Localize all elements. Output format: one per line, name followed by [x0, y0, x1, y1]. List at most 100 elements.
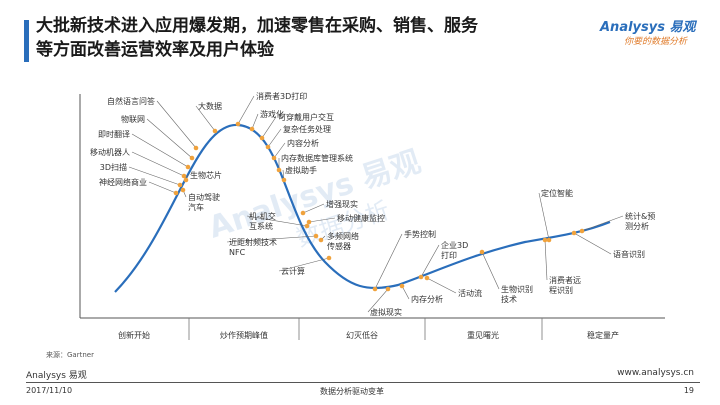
leader-line — [278, 257, 330, 272]
technology-label: 移动机器人 — [90, 147, 130, 157]
technology-label: 游戏化 — [260, 109, 284, 119]
technology-label: 虚拟现实 — [370, 307, 402, 317]
technology-label: 生物识别技术 — [501, 284, 533, 304]
leader-lines — [128, 95, 624, 313]
technology-label: 语音识别 — [613, 249, 645, 259]
technology-label: 机-机交互系统 — [249, 211, 276, 231]
technology-dot — [304, 223, 310, 229]
phase-label-slope: 重见曙光 — [467, 330, 499, 340]
leader-line — [544, 239, 548, 281]
technology-dot — [326, 255, 332, 261]
technology-dot — [385, 286, 391, 292]
phase-label-peak: 炒作预期峰值 — [220, 330, 268, 340]
leader-line — [148, 181, 177, 194]
footer-divider — [26, 382, 700, 383]
technology-dot — [173, 190, 179, 196]
title-accent-bar — [24, 20, 29, 62]
technology-dot — [479, 249, 485, 255]
leader-line — [308, 217, 336, 223]
technology-label: 自动驾驶汽车 — [188, 192, 220, 212]
footer-brand: Analysys 易观 — [26, 371, 87, 381]
technology-label: 生物芯片 — [190, 170, 222, 180]
leader-line — [420, 244, 440, 278]
leader-line — [131, 151, 185, 177]
leader-line — [128, 166, 181, 186]
technology-dot — [249, 126, 255, 132]
technology-label: 统计&预测分析 — [625, 211, 655, 231]
leader-line — [131, 133, 189, 168]
technology-label: 物联网 — [121, 114, 145, 124]
technology-dot — [193, 145, 199, 151]
leader-line — [302, 203, 325, 214]
technology-label: 内存分析 — [411, 294, 443, 304]
technology-label: 移动健康监控 — [337, 213, 385, 223]
technology-dot — [281, 177, 287, 183]
footer-tagline: 数据分析驱动变革 — [320, 387, 384, 396]
leader-line — [156, 100, 197, 149]
technology-label: 复杂任务处理 — [283, 124, 331, 134]
leader-line — [426, 277, 457, 294]
technology-dot — [313, 233, 319, 239]
footer-website: www.analysys.cn — [617, 368, 694, 378]
technology-dot — [399, 283, 405, 289]
phase-label-trough: 幻灭低谷 — [346, 330, 378, 340]
technology-label: 3D扫描 — [100, 162, 127, 172]
technology-dot — [571, 230, 577, 236]
technology-dot — [265, 144, 271, 150]
title-line-2: 等方面改善运营效率及用户体验 — [36, 40, 274, 60]
leader-line — [261, 116, 277, 139]
footer-date: 2017/11/10 — [26, 386, 73, 395]
technology-dot — [181, 173, 187, 179]
leader-line — [538, 192, 550, 241]
technology-dot — [259, 135, 265, 141]
technology-label: 内容分析 — [287, 138, 319, 148]
technology-dot — [235, 121, 241, 127]
technology-label: 企业3D 打印 — [441, 240, 468, 260]
page-number: 19 — [683, 386, 694, 395]
page-title: 大批新技术进入应用爆发期，加速零售在采购、销售、服务 等方面改善运营效率及用户体… — [36, 14, 591, 62]
technology-label: 多频网络传感器 — [327, 231, 359, 251]
technology-dot — [372, 286, 378, 292]
leader-line — [226, 235, 317, 243]
phase-label-innovation: 创新开始 — [118, 330, 150, 340]
technology-label: 云计算 — [281, 266, 305, 276]
leader-line — [573, 232, 612, 255]
technology-dot — [180, 187, 186, 193]
hype-curve — [114, 123, 611, 293]
technology-label: 近距射频技术 NFC — [229, 237, 277, 257]
technology-label: 消费者3D打印 — [256, 91, 307, 101]
technology-label: 虚拟助手 — [285, 165, 317, 175]
technology-dot — [318, 237, 324, 243]
technology-label: 手势控制 — [404, 229, 436, 239]
title-line-1: 大批新技术进入应用爆发期，加速零售在采购、销售、服务 — [36, 16, 478, 36]
technology-dot — [300, 210, 306, 216]
leader-line — [237, 95, 255, 125]
leader-line — [273, 142, 286, 159]
leader-line — [146, 118, 193, 159]
leader-line — [481, 251, 500, 290]
technology-label: 神经网络商业 — [99, 177, 147, 187]
technology-dot — [579, 228, 585, 234]
technology-dot — [306, 219, 312, 225]
technology-label: 自然语言问答 — [107, 96, 155, 106]
leader-line — [401, 285, 410, 300]
technology-dot — [183, 177, 189, 183]
source-note: 来源：Gartner — [46, 351, 94, 359]
technology-dot — [424, 275, 430, 281]
leader-line — [251, 113, 259, 130]
phase-label-plateau: 稳定量产 — [587, 330, 619, 340]
technology-label: 即时翻译 — [98, 129, 130, 139]
brand-logo: Analysys 易观 你要的数据分析 — [600, 16, 710, 48]
technology-label: 可穿戴用户交互 — [278, 112, 334, 122]
logo-brand: Analysys 易观 — [600, 20, 696, 35]
technology-dot — [185, 164, 191, 170]
leader-line — [581, 215, 624, 232]
leader-line — [246, 215, 308, 227]
technology-dot — [271, 155, 277, 161]
technology-dot — [546, 237, 552, 243]
technology-dot — [418, 274, 424, 280]
logo-slogan: 你要的数据分析 — [624, 37, 688, 47]
leader-line — [195, 105, 216, 132]
